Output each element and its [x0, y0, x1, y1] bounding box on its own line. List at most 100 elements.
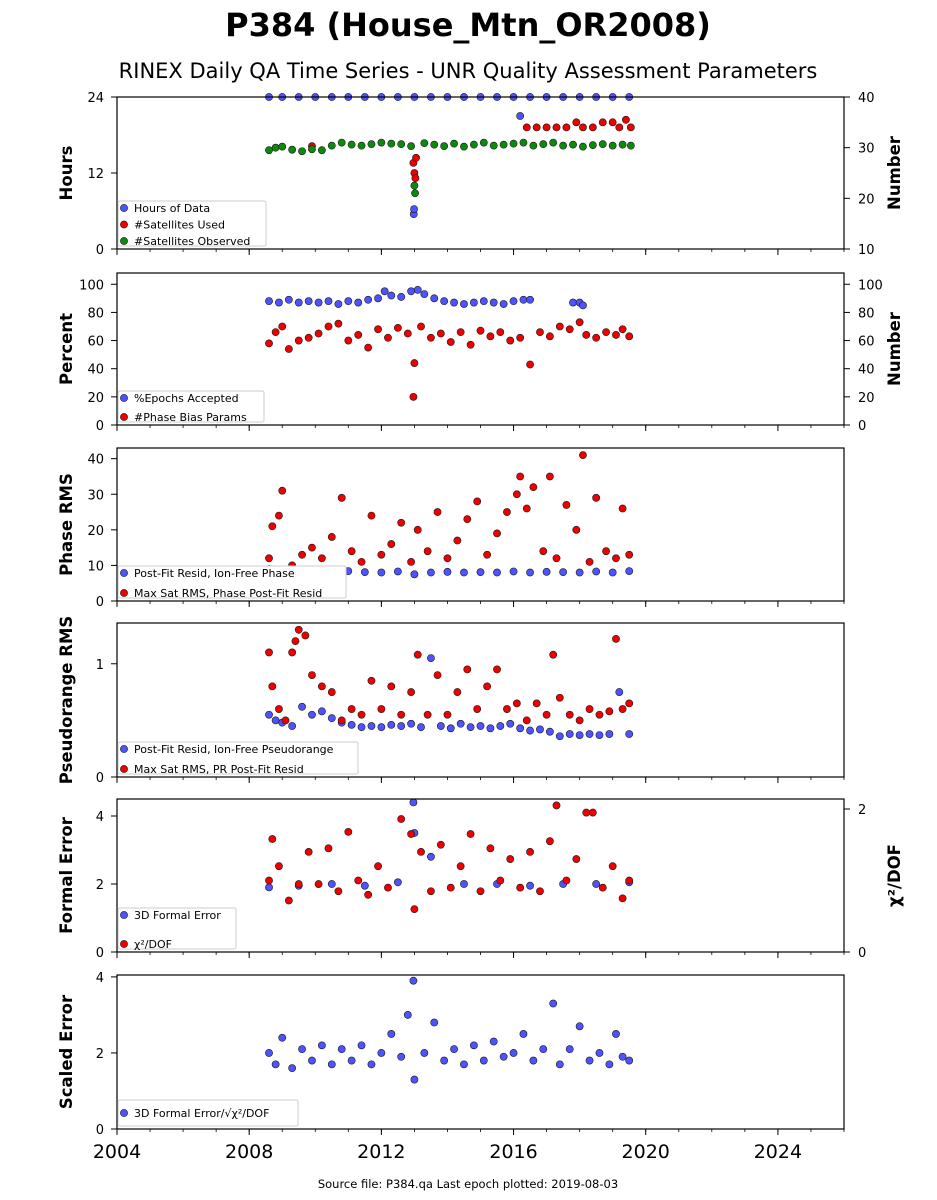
data-point	[427, 333, 435, 342]
data-point	[367, 511, 376, 520]
data-point	[506, 336, 515, 345]
data-point	[298, 147, 306, 156]
data-point	[407, 830, 416, 838]
data-point	[374, 294, 382, 303]
data-point	[579, 142, 587, 151]
data-point	[572, 855, 581, 863]
y-tick-label: 80	[87, 306, 104, 321]
data-point	[539, 547, 548, 556]
data-point	[265, 1049, 273, 1057]
data-point	[473, 497, 482, 506]
data-point	[433, 508, 442, 516]
data-point	[377, 1049, 386, 1057]
data-point	[503, 508, 511, 516]
data-point	[559, 141, 568, 150]
data-point	[294, 625, 303, 634]
data-point	[354, 331, 363, 339]
x-tick-label: 2024	[754, 1141, 802, 1163]
data-point	[393, 323, 402, 332]
data-point	[532, 123, 541, 132]
data-point	[592, 493, 601, 502]
legend-label: Max Sat RMS, PR Post-Fit Resid	[134, 763, 304, 776]
data-point	[618, 705, 627, 713]
data-point	[314, 880, 323, 888]
data-point	[433, 671, 442, 679]
data-point	[512, 699, 521, 708]
y-tick-label: 0	[96, 419, 104, 434]
data-point	[579, 451, 587, 460]
data-point	[327, 1060, 336, 1069]
series-1	[265, 285, 587, 310]
data-point	[605, 730, 614, 738]
y2-tick-label: 80	[858, 306, 875, 321]
data-point	[387, 721, 396, 729]
legend-label: #Satellites Used	[134, 219, 225, 232]
data-point	[572, 118, 581, 127]
y-tick-label: 24	[87, 91, 104, 106]
data-point	[625, 332, 634, 341]
data-point	[317, 1041, 326, 1050]
panel-6: 2004 2008 2012 2016 2020 2024 0 2 4 Scaled Error 3…	[57, 971, 845, 1163]
data-point	[314, 329, 323, 338]
data-point	[618, 325, 627, 334]
legend: Post-Fit Resid, Ion-Free Pseudorange Max …	[117, 741, 359, 776]
y2-tick-label: 40	[858, 363, 875, 378]
data-point	[612, 634, 620, 643]
data-point	[612, 554, 620, 563]
y-tick-label: 4	[96, 971, 104, 986]
data-point	[516, 333, 525, 342]
data-point	[519, 138, 528, 147]
data-point	[411, 174, 420, 182]
data-point	[271, 1060, 280, 1069]
y-tick-label: 0	[96, 595, 104, 610]
data-point	[512, 490, 521, 499]
data-point	[509, 567, 518, 576]
data-point	[542, 567, 551, 576]
legend: 3D Formal Error/√χ²/DOF	[117, 1099, 299, 1127]
data-point	[625, 876, 634, 885]
data-point	[450, 139, 458, 148]
data-point	[545, 837, 554, 846]
data-point	[413, 525, 422, 534]
data-point	[337, 716, 346, 725]
series-1	[265, 93, 634, 219]
figure-title: P384 (House_Mtn_OR2008)	[225, 6, 711, 44]
data-point	[460, 1060, 468, 1069]
data-point	[413, 650, 422, 659]
data-point	[410, 205, 418, 213]
data-point	[545, 472, 554, 481]
data-point	[526, 568, 534, 577]
y-axis-label: Scaled Error	[57, 994, 76, 1109]
data-point	[413, 285, 422, 294]
y-tick-label: 30	[87, 488, 104, 503]
plot-frame	[116, 798, 845, 953]
data-point	[509, 1049, 518, 1057]
data-point	[337, 138, 346, 147]
data-point	[595, 731, 604, 740]
data-point	[271, 328, 280, 337]
data-point	[598, 140, 607, 149]
data-point	[397, 518, 406, 527]
data-point	[357, 710, 366, 719]
data-point	[275, 511, 283, 520]
data-point	[423, 547, 432, 556]
data-point	[469, 298, 478, 307]
data-point	[529, 1056, 538, 1065]
data-point	[317, 682, 326, 691]
data-point	[572, 525, 581, 534]
data-point	[278, 486, 287, 495]
data-point	[268, 835, 277, 843]
series-2	[265, 318, 634, 401]
data-point	[275, 298, 283, 307]
data-point	[565, 325, 574, 334]
y-tick-label: 100	[79, 278, 104, 293]
data-point	[506, 855, 515, 863]
data-point	[516, 112, 525, 120]
data-point	[625, 1056, 634, 1065]
data-point	[562, 123, 571, 132]
panel-5: 0 2 4 Formal Error 0 2 χ²/DOF 3D Formal Error χ²…	[57, 798, 904, 961]
data-point	[608, 141, 617, 150]
data-point	[476, 722, 485, 730]
